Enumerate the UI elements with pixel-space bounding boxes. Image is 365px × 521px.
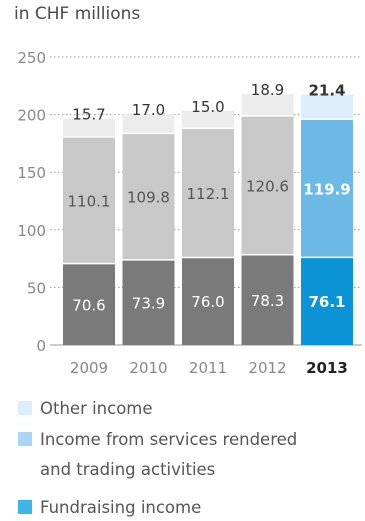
bar-segment — [182, 111, 234, 129]
bar-segment — [301, 119, 353, 258]
data-label: 76.0 — [191, 293, 224, 311]
y-tick-label: 250 — [17, 49, 46, 67]
data-label: 119.9 — [303, 180, 350, 198]
data-label: 73.9 — [132, 294, 165, 312]
legend-swatch — [18, 432, 32, 446]
data-label: 110.1 — [68, 192, 111, 210]
bar-segment — [122, 133, 175, 260]
bar-segment — [63, 136, 115, 264]
data-label: 17.0 — [132, 101, 165, 119]
unit-label: in CHF millions — [14, 4, 141, 24]
y-tick-label: 100 — [17, 222, 46, 240]
stacked-bar-chart: 0 50 100 150 200 250 70.6 110.1 15.7 2009 73.9 109.… — [17, 49, 362, 377]
data-label: 70.6 — [72, 296, 105, 314]
data-label: 120.6 — [246, 177, 289, 195]
bar-segment — [182, 257, 234, 345]
legend-label: and trading activities — [40, 460, 216, 479]
data-label: 109.8 — [127, 189, 170, 207]
legend-label: Income from services rendered — [40, 430, 298, 449]
x-tick-label: 2010 — [129, 359, 167, 377]
y-tick-label: 150 — [17, 164, 46, 182]
data-label: 15.7 — [72, 106, 105, 124]
bar-segment — [122, 259, 175, 345]
bar-segment — [241, 254, 294, 345]
legend-swatch — [18, 401, 32, 415]
x-tick-label: 2013 — [306, 359, 348, 377]
bar-segment — [301, 94, 353, 120]
legend-swatch — [18, 500, 32, 514]
y-tick-label: 50 — [27, 279, 46, 297]
x-tick-label: 2009 — [70, 359, 108, 377]
bar-segment — [241, 94, 294, 116]
x-tick-label: 2012 — [248, 359, 286, 377]
legend-label: Fundraising income — [40, 498, 202, 517]
bar-segment — [63, 118, 115, 137]
bar-segment — [301, 257, 353, 345]
y-tick-label: 200 — [17, 107, 46, 125]
bar-segment — [182, 128, 234, 258]
bar-segment — [241, 115, 294, 255]
data-label: 78.3 — [251, 292, 284, 310]
data-label: 76.1 — [308, 293, 345, 311]
x-tick-label: 2011 — [189, 359, 227, 377]
data-label: 112.1 — [187, 185, 230, 203]
data-label: 21.4 — [308, 82, 345, 100]
bar-segment — [122, 113, 175, 134]
y-tick-label: 0 — [36, 337, 46, 355]
data-label: 15.0 — [191, 98, 224, 116]
data-label: 18.9 — [251, 81, 284, 99]
bar-segment — [63, 263, 115, 345]
legend-label: Other income — [40, 399, 153, 418]
